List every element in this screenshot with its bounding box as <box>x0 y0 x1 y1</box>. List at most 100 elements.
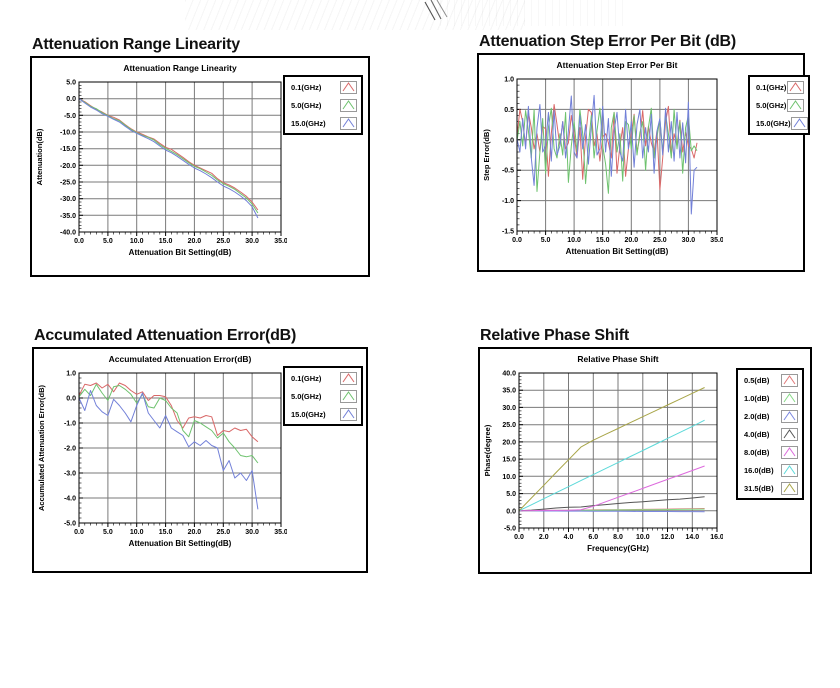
y-tick-label: 0.0 <box>504 137 514 144</box>
x-tick-label: 20.0 <box>188 238 202 245</box>
legend-line-sample-icon <box>340 389 357 403</box>
x-tick-label: 14.0 <box>685 534 699 541</box>
legend-label: 0.1(GHz) <box>291 82 322 92</box>
chart-frame: Attenuation Step Error Per Bit 0.0 5.0 10.0… <box>477 53 810 272</box>
x-tick-label: 10.0 <box>130 238 144 245</box>
y-tick-label: -1.0 <box>64 421 76 428</box>
legend-item[interactable]: 0.1(GHz) <box>285 369 361 387</box>
x-tick-label: 5.0 <box>103 529 113 536</box>
panel-relative-phase-shift: Relative Phase Shift Relative Phase Shif… <box>478 326 812 574</box>
legend-line-sample-icon <box>340 98 357 112</box>
axis-title-x: Attenuation Bit Setting(dB) <box>129 539 232 548</box>
legend-item[interactable]: 16.0(dB) <box>738 461 802 479</box>
x-tick-label: 30.0 <box>245 529 259 536</box>
legend-label: 16.0(dB) <box>744 465 774 475</box>
x-tick-label: 15.0 <box>159 529 173 536</box>
series-line-15.0(GHz) <box>78 98 259 219</box>
axis-title-y: Accumulated Attenuation Error(dB) <box>37 385 46 511</box>
y-tick-label: 5.0 <box>506 491 516 498</box>
series-line-15.0(GHz) <box>78 390 259 510</box>
x-tick-label: 15.0 <box>159 238 173 245</box>
legend-label: 0.1(GHz) <box>756 82 787 92</box>
plot-border <box>516 78 718 232</box>
x-tick-label: 0.0 <box>74 238 84 245</box>
legend-item[interactable]: 0.1(GHz) <box>750 78 808 96</box>
x-tick-label: 5.0 <box>541 237 551 244</box>
series-line-8.0(dB) <box>518 465 705 512</box>
x-tick-label: 10.0 <box>567 237 581 244</box>
series-line-16.0(dB) <box>518 419 705 512</box>
legend-item[interactable]: 15.0(GHz) <box>750 114 808 132</box>
legend-label: 0.5(dB) <box>744 375 770 385</box>
y-tick-label: -3.0 <box>64 471 76 478</box>
chart-plot: Attenuation Range Linearity 0.0 5.0 10.0 15.… <box>35 63 287 257</box>
x-tick-label: 12.0 <box>661 534 675 541</box>
panel-attenuation-range-linearity: Attenuation Range Linearity Attenuation … <box>30 35 370 277</box>
chart-title: Relative Phase Shift <box>577 354 658 364</box>
legend-line-sample-icon <box>781 481 798 495</box>
legend-line-sample-icon <box>340 116 357 130</box>
axis-title-y: Phase(degree) <box>483 424 492 476</box>
x-tick-label: 35.0 <box>274 238 287 245</box>
x-tick-label: 25.0 <box>216 238 230 245</box>
legend-item[interactable]: 31.5(dB) <box>738 479 802 497</box>
legend-item[interactable]: 15.0(GHz) <box>285 405 361 423</box>
x-tick-label: 20.0 <box>624 237 638 244</box>
legend-item[interactable]: 0.5(dB) <box>738 371 802 389</box>
y-tick-label: 10.0 <box>502 474 516 481</box>
chart-title: Attenuation Range Linearity <box>123 63 237 73</box>
legend-item[interactable]: 5.0(GHz) <box>750 96 808 114</box>
legend-label: 0.1(GHz) <box>291 373 322 383</box>
chart-title: Attenuation Step Error Per Bit <box>557 60 678 70</box>
legend-label: 15.0(GHz) <box>291 409 326 419</box>
axis-title-x: Frequency(GHz) <box>587 544 649 553</box>
legend-line-sample-icon <box>340 80 357 94</box>
legend-item[interactable]: 15.0(GHz) <box>285 114 361 132</box>
legend-item[interactable]: 4.0(dB) <box>738 425 802 443</box>
chart-plot: Relative Phase Shift 0.0 2.0 4.0 6.0 8.0 10.0 1… <box>483 354 723 553</box>
y-tick-label: 5.0 <box>66 80 76 87</box>
legend-line-sample-icon <box>781 463 798 477</box>
legend-label: 5.0(GHz) <box>756 100 787 110</box>
y-tick-label: -25.0 <box>60 180 76 187</box>
legend-item[interactable]: 1.0(dB) <box>738 389 802 407</box>
legend-item[interactable]: 5.0(GHz) <box>285 96 361 114</box>
legend-line-sample-icon <box>781 373 798 387</box>
y-tick-label: -10.0 <box>60 130 76 137</box>
legend-item[interactable]: 0.1(GHz) <box>285 78 361 96</box>
y-tick-label: -5.0 <box>64 521 76 528</box>
background-texture <box>185 0 525 30</box>
legend-item[interactable]: 2.0(dB) <box>738 407 802 425</box>
series-line-5.0(GHz) <box>78 98 259 214</box>
y-tick-label: -35.0 <box>60 213 76 220</box>
legend-item[interactable]: 8.0(dB) <box>738 443 802 461</box>
y-tick-label: 0.0 <box>66 96 76 103</box>
y-tick-label: 0.0 <box>506 508 516 515</box>
legend-line-sample-icon <box>340 371 357 385</box>
x-tick-label: 0.0 <box>512 237 522 244</box>
y-tick-label: -1.5 <box>502 229 514 236</box>
legend-label: 5.0(GHz) <box>291 100 322 110</box>
x-tick-label: 10.0 <box>130 529 144 536</box>
series-line-0.1(GHz) <box>78 98 259 211</box>
y-tick-label: -5.0 <box>64 113 76 120</box>
chart-legend: 0.1(GHz) 5.0(GHz) 15.0(GHz) <box>283 366 363 426</box>
background-accent-lines <box>424 0 448 21</box>
background-texture-vertical <box>440 0 625 26</box>
legend-line-sample-icon <box>781 409 798 423</box>
legend-line-sample-icon <box>781 445 798 459</box>
series-line-5.0(GHz) <box>78 383 259 464</box>
legend-line-sample-icon <box>787 80 804 94</box>
legend-label: 1.0(dB) <box>744 393 770 403</box>
legend-item[interactable]: 5.0(GHz) <box>285 387 361 405</box>
chart-frame: Relative Phase Shift 0.0 2.0 4.0 6.0 8.0 10.0 1… <box>478 347 812 574</box>
x-tick-label: 30.0 <box>682 237 696 244</box>
x-tick-label: 25.0 <box>653 237 667 244</box>
series-line-2.0(dB) <box>519 510 705 513</box>
y-tick-label: -2.0 <box>64 446 76 453</box>
chart-plot: Attenuation Step Error Per Bit 0.0 5.0 10.0… <box>482 60 723 256</box>
chart-legend: 0.5(dB) 1.0(dB) 2.0(dB) 4.0(dB) 8.0(dB) 16.0(… <box>736 368 804 500</box>
x-tick-label: 6.0 <box>588 534 598 541</box>
x-tick-label: 35.0 <box>274 529 287 536</box>
chart-plot: Accumulated Attenuation Error(dB) 0.0 5.0 1… <box>37 354 287 548</box>
